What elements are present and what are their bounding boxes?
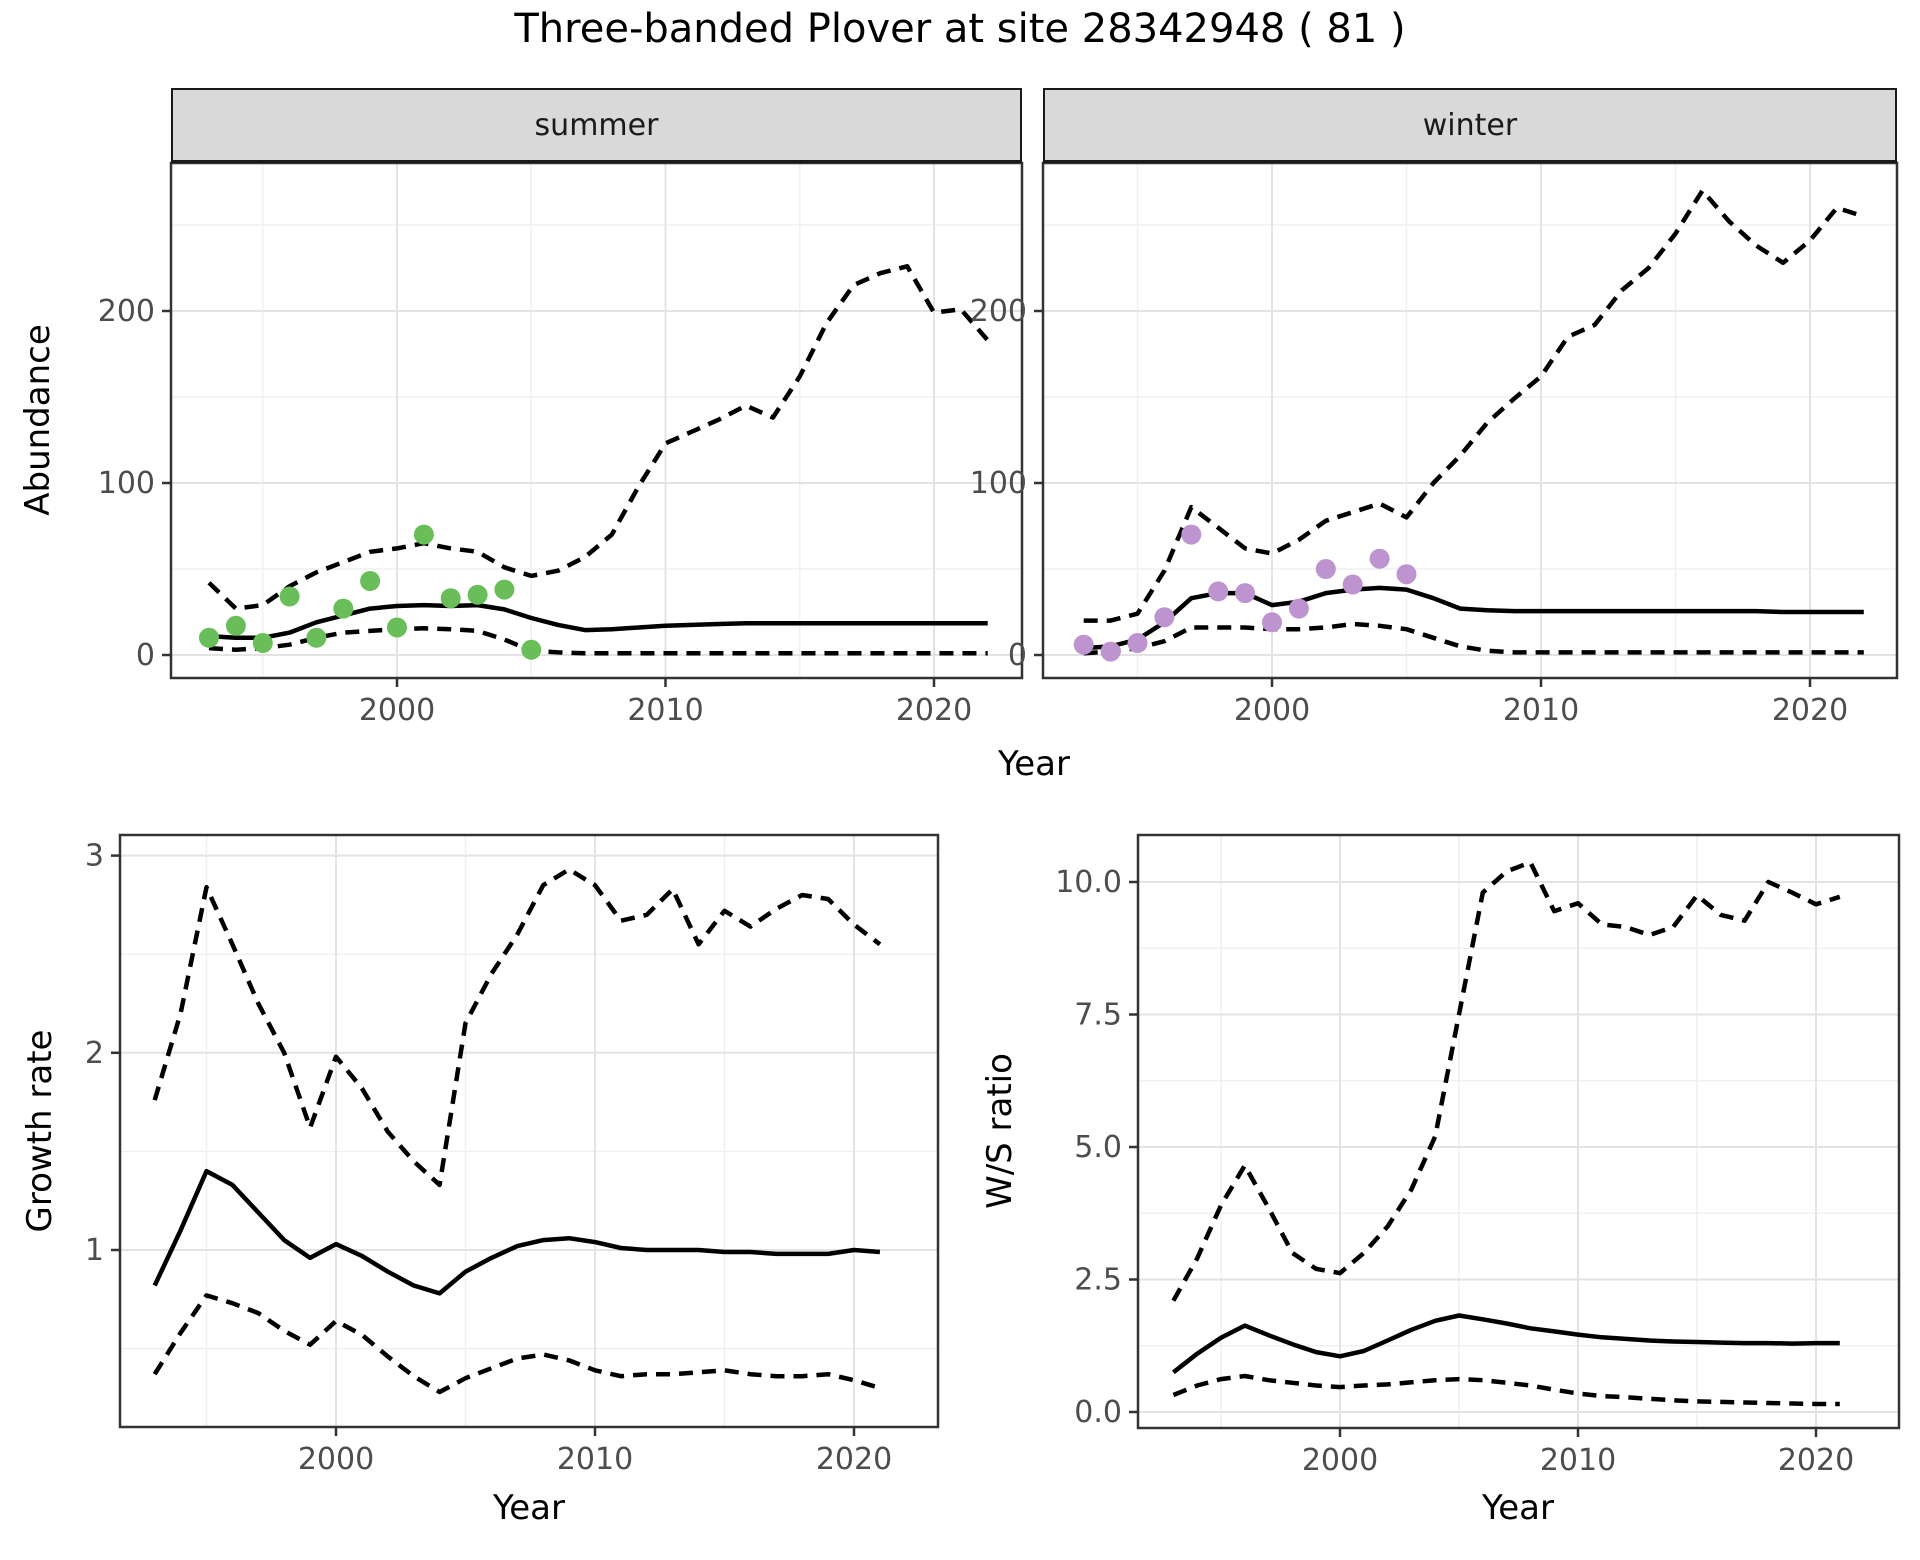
ws-ratio-x-tick-label: 2020	[1778, 1443, 1854, 1478]
abundance-summer-panel-border	[169, 161, 1024, 680]
ws-ratio-panel-background	[1138, 835, 1899, 1428]
x-axis-title-year-top: Year	[998, 744, 1070, 784]
ws-ratio-upper-ci-line	[1171, 860, 1841, 1302]
ws-ratio-panel-border	[1136, 833, 1901, 1430]
abundance-summer-y-tick-label: 200	[98, 294, 155, 329]
data-point	[467, 584, 488, 605]
abundance-winter-panel-border	[1041, 161, 1899, 680]
abundance-winter-x-tick-label: 2020	[1772, 693, 1848, 728]
x-axis-title-year-ws: Year	[1482, 1488, 1554, 1528]
data-point	[199, 627, 219, 648]
growth-rate-panel-border	[118, 833, 940, 1429]
y-axis-title-abundance: Abundance	[18, 324, 58, 516]
data-point	[1262, 612, 1282, 633]
abundance-summer-upper-ci-line	[207, 264, 990, 611]
data-point	[225, 615, 246, 636]
data-point	[1127, 633, 1148, 653]
growth-rate-x-tick-label: 2010	[557, 1442, 633, 1477]
ws-ratio-median-line	[1172, 1313, 1840, 1375]
data-point	[1208, 581, 1229, 602]
abundance-summer-x-tick-label: 2000	[359, 693, 435, 728]
growth-rate-upper-ci-line	[152, 867, 882, 1188]
y-axis-title-growth-rate: Growth rate	[20, 1029, 60, 1233]
x-axis-title-year-growth: Year	[493, 1488, 565, 1528]
data-point	[1369, 548, 1390, 569]
abundance-winter-lower-ci-line	[1083, 621, 1864, 656]
ws-ratio-lower-ci-line	[1172, 1373, 1840, 1407]
data-point	[413, 524, 434, 545]
ws-ratio-y-tick-label: 7.5	[1074, 998, 1122, 1033]
growth-rate-median-line	[152, 1168, 881, 1296]
ws-ratio-y-tick-label: 10.0	[1055, 865, 1122, 900]
data-point	[252, 633, 273, 653]
abundance-summer-y-tick-label: 100	[98, 466, 155, 501]
facet-label-winter: winter	[1422, 107, 1518, 143]
data-point	[494, 579, 515, 600]
data-point	[306, 627, 327, 648]
observed-abundance-summer	[199, 524, 542, 660]
ws-ratio-panel: 2000 2010 2020 0.0 2.5 5.0 7.5 10.0	[1055, 833, 1901, 1478]
growth-rate-y-tick-label: 3	[85, 839, 104, 874]
abundance-summer-lower-ci-line	[208, 626, 988, 656]
facet-strip-summer: summer	[171, 88, 1022, 163]
data-point	[1396, 564, 1417, 585]
data-point	[1235, 583, 1256, 604]
abundance-summer-panel-background	[171, 163, 1022, 678]
growth-rate-x-tick-label: 2020	[816, 1442, 892, 1477]
data-point	[1154, 607, 1175, 628]
abundance-summer-x-tick-label: 2010	[627, 693, 703, 728]
data-point	[1288, 598, 1309, 619]
growth-rate-y-tick-label: 1	[85, 1233, 104, 1268]
abundance-winter-x-tick-label: 2000	[1234, 693, 1310, 728]
data-point	[1342, 574, 1363, 595]
ws-ratio-x-tick-label: 2010	[1540, 1443, 1616, 1478]
data-point	[279, 586, 300, 607]
ws-ratio-x-tick-label: 2000	[1302, 1443, 1378, 1478]
growth-rate-y-tick-label: 2	[85, 1036, 104, 1071]
abundance-winter-panel: 2000 2010 2020 0 100 200	[970, 161, 1899, 728]
y-axis-title-ws-ratio: W/S ratio	[980, 1053, 1020, 1209]
growth-rate-lower-ci-line	[152, 1293, 881, 1395]
data-point	[1073, 634, 1094, 655]
data-point	[360, 571, 381, 591]
ws-ratio-y-tick-label: 5.0	[1074, 1130, 1122, 1165]
abundance-winter-y-tick-label: 100	[970, 466, 1027, 501]
abundance-winter-y-tick-label: 0	[1008, 638, 1027, 673]
growth-rate-panel-background	[120, 835, 938, 1427]
data-point	[1181, 524, 1202, 545]
facet-strip-winter: winter	[1043, 88, 1897, 163]
observed-abundance-winter	[1073, 524, 1417, 662]
data-point	[521, 639, 542, 660]
abundance-winter-x-tick-label: 2010	[1503, 693, 1579, 728]
growth-rate-panel: 2000 2010 2020 1 2 3	[85, 833, 940, 1477]
data-point	[440, 588, 461, 609]
figure-title: Three-banded Plover at site 28342948 ( 8…	[514, 6, 1406, 52]
facet-label-summer: summer	[534, 107, 659, 143]
ws-ratio-y-tick-label: 0.0	[1074, 1395, 1122, 1430]
data-point	[1315, 559, 1336, 579]
data-point	[387, 617, 407, 638]
abundance-winter-panel-background	[1043, 163, 1897, 678]
data-point	[333, 598, 354, 619]
growth-rate-x-tick-label: 2000	[298, 1442, 374, 1477]
abundance-winter-y-tick-label: 200	[970, 294, 1027, 329]
data-point	[1100, 641, 1121, 662]
ws-ratio-y-tick-label: 2.5	[1074, 1263, 1122, 1298]
abundance-summer-y-tick-label: 0	[136, 638, 155, 673]
abundance-summer-x-tick-label: 2020	[896, 693, 972, 728]
